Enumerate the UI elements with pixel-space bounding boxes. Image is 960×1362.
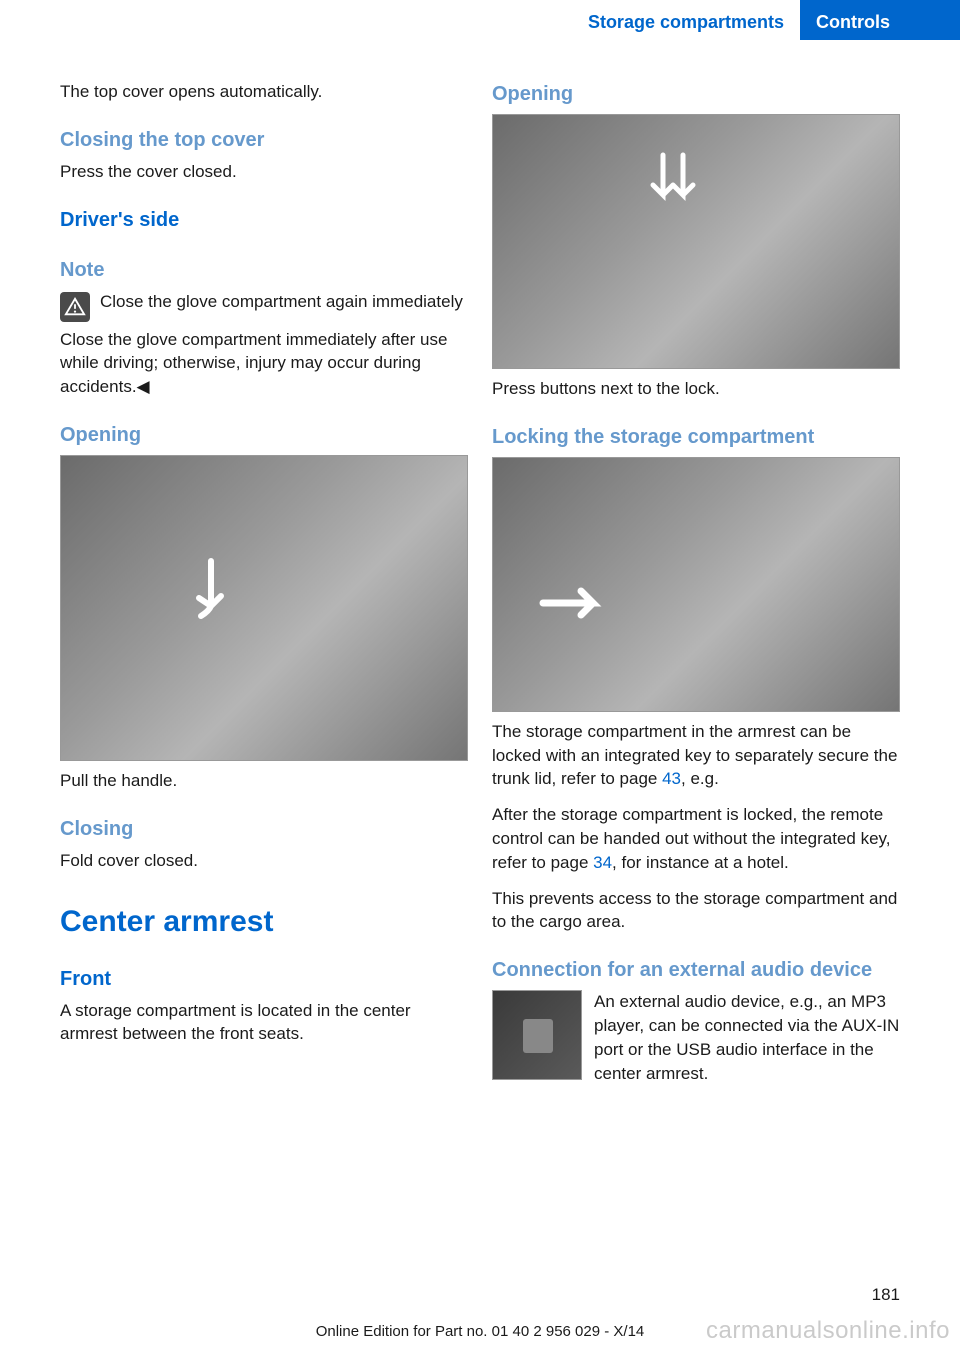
note-body: Close the glove compartment immediately … xyxy=(60,328,468,399)
page-header: Storage compartments Controls xyxy=(0,0,960,40)
closing-heading: Closing xyxy=(60,815,468,843)
opening-heading-right: Opening xyxy=(492,80,900,108)
connection-heading: Connection for an external audio device xyxy=(492,956,900,984)
left-column: The top cover opens automatically. Closi… xyxy=(60,80,468,1085)
front-text: A storage compartment is located in the … xyxy=(60,999,468,1047)
glove-compartment-image xyxy=(60,455,468,761)
locking-p2b: , for instance at a hotel. xyxy=(612,853,789,872)
opening-caption-left: Pull the handle. xyxy=(60,769,468,793)
page-link-43[interactable]: 43 xyxy=(662,769,681,788)
header-chapter: Controls xyxy=(800,0,960,40)
closing-top-cover-heading: Closing the top cover xyxy=(60,126,468,154)
locking-p1: The storage compartment in the armrest c… xyxy=(492,720,900,791)
locking-p3: This prevents access to the storage comp… xyxy=(492,887,900,935)
opening-caption-right: Press buttons next to the lock. xyxy=(492,377,900,401)
armrest-locking-image xyxy=(492,457,900,712)
usb-aux-image xyxy=(492,990,582,1080)
watermark: carmanualsonline.info xyxy=(706,1314,950,1348)
armrest-opening-image xyxy=(492,114,900,369)
locking-p2: After the storage compartment is locked,… xyxy=(492,803,900,874)
note-heading: Note xyxy=(60,256,468,284)
locking-p1b: , e.g. xyxy=(681,769,719,788)
center-armrest-heading: Center armrest xyxy=(60,901,468,943)
header-section: Storage compartments xyxy=(572,0,800,40)
closing-text: Fold cover closed. xyxy=(60,849,468,873)
front-heading: Front xyxy=(60,965,468,993)
page-content: The top cover opens automatically. Closi… xyxy=(0,80,960,1085)
drivers-side-heading: Driver's side xyxy=(60,206,468,234)
locking-heading: Locking the storage compartment xyxy=(492,423,900,451)
connection-block: An external audio device, e.g., an MP3 p… xyxy=(492,990,900,1085)
closing-top-cover-text: Press the cover closed. xyxy=(60,160,468,184)
note-title: Close the glove compartment again im­med… xyxy=(100,290,463,314)
warning-icon xyxy=(60,292,90,322)
top-cover-text: The top cover opens automatically. xyxy=(60,80,468,104)
opening-heading-left: Opening xyxy=(60,421,468,449)
page-link-34[interactable]: 34 xyxy=(593,853,612,872)
page-number: 181 xyxy=(872,1283,900,1307)
note-row: Close the glove compartment again im­med… xyxy=(60,290,468,322)
right-column: Opening Press buttons next to the lock. … xyxy=(492,80,900,1085)
